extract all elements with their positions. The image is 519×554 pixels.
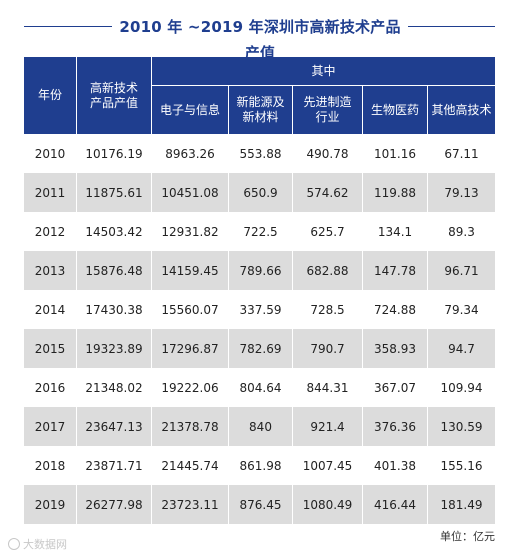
cell-advanced-manufacturing: 1080.49 xyxy=(293,485,363,524)
header-electronics: 电子与信息 xyxy=(152,86,229,134)
header-advanced-manufacturing: 先进制造 行业 xyxy=(293,86,363,134)
cell-other-hightech: 155.16 xyxy=(428,446,496,485)
cell-advanced-manufacturing: 844.31 xyxy=(293,368,363,407)
watermark: 大数据网 xyxy=(8,536,67,552)
cell-year: 2018 xyxy=(24,446,77,485)
cell-biomedicine: 134.1 xyxy=(363,212,428,251)
cell-other-hightech: 130.59 xyxy=(428,407,496,446)
cell-year: 2010 xyxy=(24,134,77,173)
cell-other-hightech: 181.49 xyxy=(428,485,496,524)
table-row: 2010 10176.19 8963.26 553.88 490.78 101.16 67.… xyxy=(24,134,496,173)
cell-biomedicine: 147.78 xyxy=(363,251,428,290)
cell-year: 2012 xyxy=(24,212,77,251)
cell-electronics: 10451.08 xyxy=(152,173,229,212)
cell-electronics: 19222.06 xyxy=(152,368,229,407)
cell-biomedicine: 724.88 xyxy=(363,290,428,329)
watermark-logo-icon xyxy=(8,538,20,550)
cell-biomedicine: 376.36 xyxy=(363,407,428,446)
cell-other-hightech: 79.13 xyxy=(428,173,496,212)
cell-biomedicine: 101.16 xyxy=(363,134,428,173)
cell-year: 2017 xyxy=(24,407,77,446)
cell-new-energy: 876.45 xyxy=(229,485,293,524)
table-body: 2010 10176.19 8963.26 553.88 490.78 101.16 67.… xyxy=(24,134,496,524)
table-row: 2012 14503.42 12931.82 722.5 625.7 134.1 89.3 xyxy=(24,212,496,251)
header-new-energy: 新能源及 新材料 xyxy=(229,86,293,134)
header-biomedicine: 生物医药 xyxy=(363,86,428,134)
cell-new-energy: 789.66 xyxy=(229,251,293,290)
cell-total: 23647.13 xyxy=(77,407,152,446)
header-year: 年份 xyxy=(24,57,77,134)
cell-electronics: 17296.87 xyxy=(152,329,229,368)
cell-total: 26277.98 xyxy=(77,485,152,524)
cell-total: 15876.48 xyxy=(77,251,152,290)
title-row: 2010 年 ~2019 年深圳市高新技术产品产值 xyxy=(0,14,519,62)
cell-electronics: 8963.26 xyxy=(152,134,229,173)
cell-total: 17430.38 xyxy=(77,290,152,329)
table-row: 2017 23647.13 21378.78 840 921.4 376.36 130.59 xyxy=(24,407,496,446)
cell-electronics: 21445.74 xyxy=(152,446,229,485)
table-row: 2014 17430.38 15560.07 337.59 728.5 724.88 79.… xyxy=(24,290,496,329)
cell-total: 10176.19 xyxy=(77,134,152,173)
header-other-hightech: 其他高技术 xyxy=(428,86,496,134)
cell-new-energy: 804.64 xyxy=(229,368,293,407)
cell-other-hightech: 109.94 xyxy=(428,368,496,407)
cell-advanced-manufacturing: 574.62 xyxy=(293,173,363,212)
output-value-table: 年份 高新技术 产品产值 其中 电子与信息 新能源及 新材料 先进制造 行业 生… xyxy=(24,57,496,524)
cell-new-energy: 861.98 xyxy=(229,446,293,485)
cell-new-energy: 782.69 xyxy=(229,329,293,368)
cell-advanced-manufacturing: 682.88 xyxy=(293,251,363,290)
cell-year: 2016 xyxy=(24,368,77,407)
cell-electronics: 21378.78 xyxy=(152,407,229,446)
cell-other-hightech: 89.3 xyxy=(428,212,496,251)
cell-biomedicine: 367.07 xyxy=(363,368,428,407)
cell-new-energy: 840 xyxy=(229,407,293,446)
unit-label: 单位：亿元 xyxy=(440,530,495,543)
watermark-text: 大数据网 xyxy=(23,538,67,551)
cell-new-energy: 553.88 xyxy=(229,134,293,173)
cell-total: 19323.89 xyxy=(77,329,152,368)
cell-total: 23871.71 xyxy=(77,446,152,485)
cell-new-energy: 722.5 xyxy=(229,212,293,251)
cell-new-energy: 337.59 xyxy=(229,290,293,329)
cell-year: 2015 xyxy=(24,329,77,368)
cell-other-hightech: 96.71 xyxy=(428,251,496,290)
title-divider-right xyxy=(408,26,495,27)
cell-advanced-manufacturing: 921.4 xyxy=(293,407,363,446)
cell-biomedicine: 358.93 xyxy=(363,329,428,368)
table-row: 2015 19323.89 17296.87 782.69 790.7 358.93 94.… xyxy=(24,329,496,368)
cell-total: 21348.02 xyxy=(77,368,152,407)
header-group: 其中 xyxy=(152,57,496,86)
cell-biomedicine: 416.44 xyxy=(363,485,428,524)
header-row-2: 电子与信息 新能源及 新材料 先进制造 行业 生物医药 其他高技术 xyxy=(24,86,496,134)
header-row-1: 年份 高新技术 产品产值 其中 xyxy=(24,57,496,134)
table-row: 2018 23871.71 21445.74 861.98 1007.45 401.38 1… xyxy=(24,446,496,485)
cell-electronics: 23723.11 xyxy=(152,485,229,524)
cell-year: 2019 xyxy=(24,485,77,524)
cell-electronics: 12931.82 xyxy=(152,212,229,251)
cell-advanced-manufacturing: 790.7 xyxy=(293,329,363,368)
table-row: 2019 26277.98 23723.11 876.45 1080.49 416.44 1… xyxy=(24,485,496,524)
cell-advanced-manufacturing: 728.5 xyxy=(293,290,363,329)
cell-biomedicine: 119.88 xyxy=(363,173,428,212)
cell-total: 14503.42 xyxy=(77,212,152,251)
cell-biomedicine: 401.38 xyxy=(363,446,428,485)
table-row: 2016 21348.02 19222.06 804.64 844.31 367.07 10… xyxy=(24,368,496,407)
cell-other-hightech: 67.11 xyxy=(428,134,496,173)
cell-year: 2013 xyxy=(24,251,77,290)
cell-new-energy: 650.9 xyxy=(229,173,293,212)
table-row: 2011 11875.61 10451.08 650.9 574.62 119.88 79.… xyxy=(24,173,496,212)
table-row: 2013 15876.48 14159.45 789.66 682.88 147.78 96… xyxy=(24,251,496,290)
cell-electronics: 14159.45 xyxy=(152,251,229,290)
cell-advanced-manufacturing: 490.78 xyxy=(293,134,363,173)
cell-other-hightech: 79.34 xyxy=(428,290,496,329)
cell-year: 2014 xyxy=(24,290,77,329)
title-divider-left xyxy=(24,26,112,27)
cell-other-hightech: 94.7 xyxy=(428,329,496,368)
cell-advanced-manufacturing: 625.7 xyxy=(293,212,363,251)
header-total: 高新技术 产品产值 xyxy=(77,57,152,134)
cell-electronics: 15560.07 xyxy=(152,290,229,329)
cell-total: 11875.61 xyxy=(77,173,152,212)
cell-advanced-manufacturing: 1007.45 xyxy=(293,446,363,485)
cell-year: 2011 xyxy=(24,173,77,212)
